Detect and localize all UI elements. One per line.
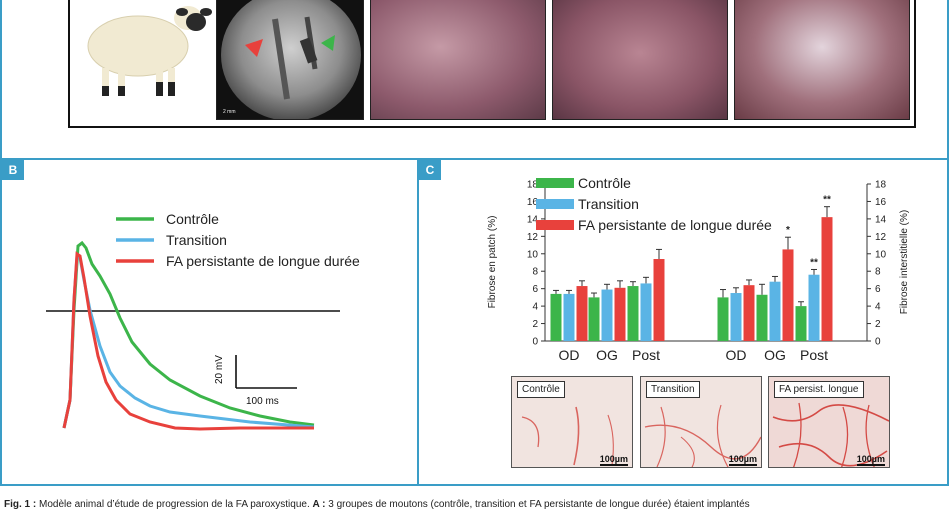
y-axis-label-right: Fibrose interstitielle (%) <box>899 210 910 314</box>
histology-persistante: FA persist. longue 100µm <box>768 376 890 468</box>
bar <box>756 294 768 341</box>
y-tick-label-left: 18 <box>527 180 539 191</box>
bar <box>614 287 626 341</box>
y-tick-label-left: 16 <box>527 197 539 208</box>
action-potential-plot: Contrôle Transition FA persistante de lo… <box>46 211 360 431</box>
y-tick-label-right: 8 <box>875 267 881 278</box>
y-tick-label-right: 6 <box>875 284 881 295</box>
legend-transition: Transition <box>166 232 227 248</box>
bar <box>550 293 562 341</box>
y-tick-label-left: 2 <box>532 319 538 330</box>
histology-controle: Contrôle 100µm <box>511 376 633 468</box>
bar <box>769 281 781 341</box>
bar <box>576 286 588 341</box>
y-tick-label-right: 10 <box>875 249 887 260</box>
xray-marker-text: 2 mm <box>223 109 236 115</box>
y-tick-label-right: 12 <box>875 232 887 243</box>
y-tick-label-right: 2 <box>875 319 881 330</box>
bar <box>563 293 575 341</box>
y-tick-label-right: 14 <box>875 214 887 225</box>
bar <box>795 306 807 341</box>
histology-label: Contrôle <box>517 381 565 398</box>
x-tick-label: OD <box>559 347 580 363</box>
x-tick-label: OG <box>596 347 618 363</box>
x-tick-label: Post <box>800 347 828 363</box>
figure-caption: Fig. 1 : Modèle animal d’étude de progre… <box>4 499 949 510</box>
y-tick-label-right: 4 <box>875 302 881 313</box>
x-tick-label: OD <box>726 347 747 363</box>
bar <box>808 274 820 341</box>
caption-a-label: A : <box>312 499 329 510</box>
significance-mark: ** <box>810 257 818 268</box>
scale-voltage-label: 20 mV <box>214 355 225 384</box>
tissue-photo-2 <box>552 0 728 120</box>
histology-label: FA persist. longue <box>774 381 864 398</box>
y-tick-label-left: 12 <box>527 232 539 243</box>
significance-mark: * <box>786 225 790 236</box>
legend-label: FA persistante de longue durée <box>578 217 772 233</box>
panel-c-tag: C <box>419 160 441 180</box>
histology-label: Transition <box>646 381 700 398</box>
y-tick-label-left: 10 <box>527 249 539 260</box>
y-tick-label-left: 14 <box>527 214 539 225</box>
bar <box>640 283 652 341</box>
legend-label: Contrôle <box>578 175 631 191</box>
bar <box>782 249 794 341</box>
bar <box>717 297 729 341</box>
bar <box>627 286 639 341</box>
y-tick-label-right: 18 <box>875 180 887 191</box>
y-tick-label-left: 4 <box>532 302 538 313</box>
y-tick-label-right: 0 <box>875 337 881 348</box>
histology-scalebar: 100µm <box>599 454 629 466</box>
legend-swatch <box>536 199 574 209</box>
bar <box>743 285 755 341</box>
histology-scalebar: 100µm <box>856 454 886 466</box>
caption-a-text: 3 groupes de moutons (contrôle, transiti… <box>328 499 750 510</box>
xray-image: 2 mm <box>216 0 364 120</box>
x-tick-label: OG <box>764 347 786 363</box>
y-tick-label-left: 0 <box>532 337 538 348</box>
bar <box>821 217 833 341</box>
y-axis-label-left: Fibrose en patch (%) <box>487 216 498 309</box>
significance-mark: ** <box>823 195 831 206</box>
panel-c-frame <box>417 158 949 486</box>
legend-label: Transition <box>578 196 639 212</box>
y-tick-label-right: 16 <box>875 197 887 208</box>
fibrosis-bar-chart: Fibrose en patch (%) Fibrose interstitie… <box>487 175 910 363</box>
x-tick-label: Post <box>632 347 660 363</box>
tissue-photo-3 <box>734 0 910 120</box>
bar <box>601 289 613 341</box>
legend-persistante: FA persistante de longue durée <box>166 253 360 269</box>
panel-a-photo-strip: 2 mm <box>68 0 916 128</box>
bar <box>730 293 742 341</box>
bar <box>653 259 665 341</box>
histology-scalebar: 100µm <box>728 454 758 466</box>
legend-swatch <box>536 220 574 230</box>
panel-b-tag: B <box>2 160 24 180</box>
tissue-photo-1 <box>370 0 546 120</box>
caption-prefix: Fig. 1 : <box>4 499 39 510</box>
y-tick-label-left: 6 <box>532 284 538 295</box>
caption-text: Modèle animal d’étude de progression de … <box>39 499 313 510</box>
legend-controle: Contrôle <box>166 211 219 227</box>
scale-time-label: 100 ms <box>246 396 279 407</box>
legend-swatch <box>536 178 574 188</box>
bar <box>588 297 600 341</box>
sheep-illustration <box>76 0 216 120</box>
trace-persistante <box>62 251 314 431</box>
histology-transition: Transition 100µm <box>640 376 762 468</box>
y-tick-label-left: 8 <box>532 267 538 278</box>
